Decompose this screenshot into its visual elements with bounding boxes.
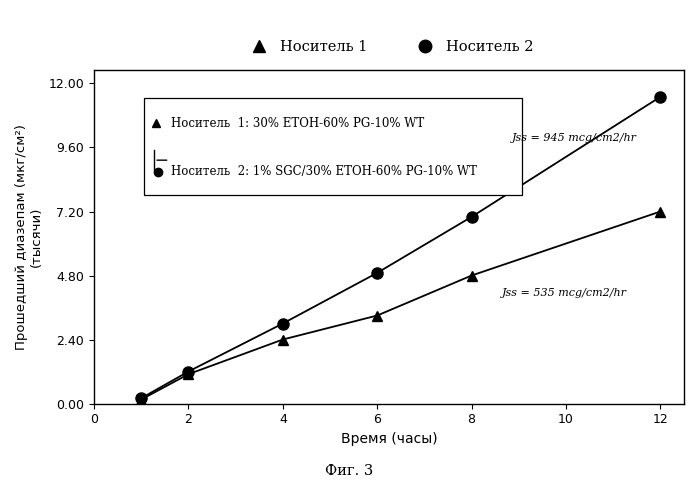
Носитель 1 (656, 209, 665, 215)
Носитель 2 (656, 94, 665, 100)
Text: Jss = 535 mcg/cm2/hr: Jss = 535 mcg/cm2/hr (503, 288, 627, 298)
FancyBboxPatch shape (144, 98, 521, 195)
Носитель 2 (137, 396, 145, 401)
Носитель 2 (468, 214, 476, 220)
Носитель 2 (373, 270, 382, 276)
Text: Фиг. 3: Фиг. 3 (325, 464, 374, 478)
Носитель 2 (279, 321, 287, 326)
Text: Носитель  1: 30% ETOH-60% PG-10% WT: Носитель 1: 30% ETOH-60% PG-10% WT (171, 117, 424, 130)
Носитель 1 (373, 312, 382, 318)
Носитель 1 (468, 273, 476, 278)
Носитель 2 (185, 369, 193, 374)
Носитель 1 (137, 396, 145, 402)
Legend: Носитель 1, Носитель 2: Носитель 1, Носитель 2 (239, 34, 539, 60)
Носитель 1 (279, 336, 287, 342)
Text: Носитель  2: 1% SGC/30% ETOH-60% PG-10% WT: Носитель 2: 1% SGC/30% ETOH-60% PG-10% W… (171, 165, 477, 179)
Text: Jss = 945 mcg/cm2/hr: Jss = 945 mcg/cm2/hr (512, 133, 637, 143)
X-axis label: Время (часы): Время (часы) (340, 432, 438, 446)
Y-axis label: Прошедший диазепам (мкг/см²)
(тысячи): Прошедший диазепам (мкг/см²) (тысячи) (15, 124, 43, 350)
Line: Носитель 1: Носитель 1 (136, 207, 665, 404)
Line: Носитель 2: Носитель 2 (136, 91, 666, 404)
Носитель 1 (185, 372, 193, 377)
